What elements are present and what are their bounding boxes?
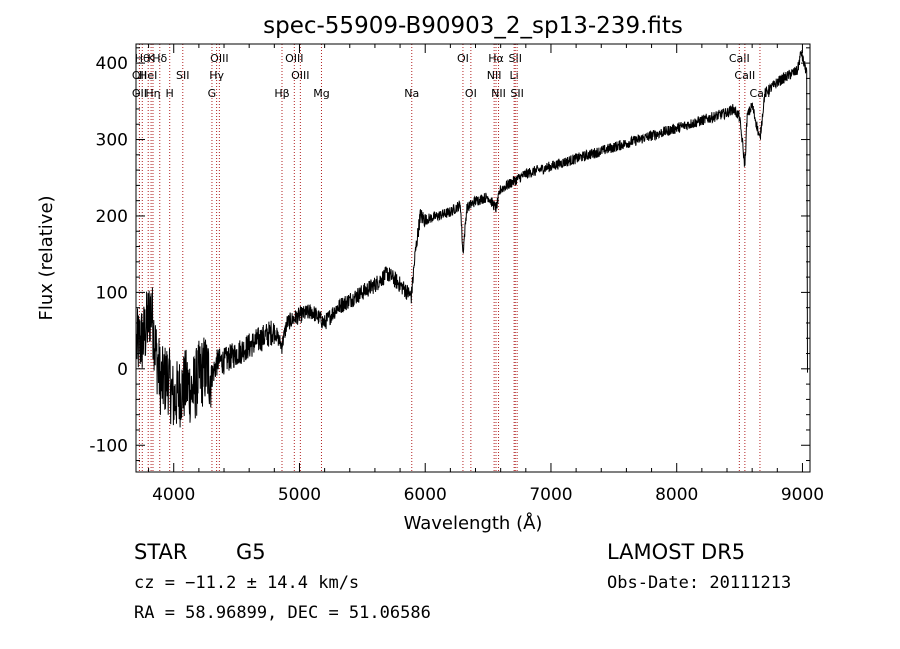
x-tick-label-3: 7000 [529, 485, 572, 505]
marker-label-23: Na [404, 87, 419, 100]
x-axis-label: Wavelength (Å) [404, 512, 543, 534]
marker-label-13: OIII [291, 69, 309, 82]
x-tick-label-5: 9000 [781, 485, 824, 505]
marker-label-24: OI [465, 87, 477, 100]
marker-label-8: CaII [729, 52, 750, 65]
y-tick-label-5: 400 [96, 54, 128, 74]
marker-label-2: Hδ [152, 52, 167, 65]
object-class: STAR [134, 540, 188, 564]
y-tick-label-2: 100 [96, 283, 128, 303]
y-axis-label: Flux (relative) [36, 195, 57, 320]
object-subclass: G5 [236, 540, 266, 564]
x-tick-label-2: 6000 [404, 485, 447, 505]
x-tick-label-4: 8000 [655, 485, 698, 505]
axis-ticks: 4000 5000 6000 7000 8000 9000 -100 0 100 200 300 40… [89, 44, 824, 505]
marker-label-12: Hγ [209, 69, 224, 82]
redshift-velocity: cz = −11.2 ± 14.4 km/s [134, 573, 360, 593]
spectrum-line [136, 49, 808, 428]
marker-label-15: Li [510, 69, 519, 82]
observation-date: Obs-Date: 20111213 [607, 573, 792, 593]
marker-label-19: H [166, 87, 174, 100]
plot-frame [135, 43, 811, 473]
marker-label-5: OI [457, 52, 469, 65]
marker-label-18: Hη [145, 87, 160, 100]
sky-coordinates: RA = 58.96899, DEC = 51.06586 [134, 603, 431, 623]
y-tick-label-0: -100 [89, 436, 128, 456]
y-tick-label-4: 300 [96, 131, 128, 151]
y-tick-label-3: 200 [96, 207, 128, 227]
marker-label-3: OIII [210, 52, 228, 65]
marker-label-20: G [208, 87, 217, 100]
marker-label-14: NII [487, 69, 502, 82]
marker-label-26: SII [510, 87, 523, 100]
marker-label-6: Hα [488, 52, 504, 65]
survey-name: LAMOST DR5 [607, 540, 746, 564]
x-tick-label-0: 4000 [152, 485, 195, 505]
marker-label-21: Hβ [274, 87, 289, 100]
x-tick-label-1: 5000 [278, 485, 321, 505]
y-tick-label-1: 0 [117, 360, 128, 380]
marker-label-10: HeI [139, 69, 157, 82]
marker-label-11: SII [176, 69, 189, 82]
marker-label-16: CaII [734, 69, 755, 82]
marker-label-4: OIII [285, 52, 303, 65]
marker-label-0: Hθ [135, 52, 150, 65]
chart-title: spec-55909-B90903_2_sp13-239.fits [263, 13, 683, 39]
marker-label-22: Mg [313, 87, 329, 100]
spectrum-trace [136, 49, 808, 428]
marker-label-25: NII [491, 87, 506, 100]
marker-label-1: K [147, 52, 155, 65]
marker-label-7: SII [509, 52, 522, 65]
